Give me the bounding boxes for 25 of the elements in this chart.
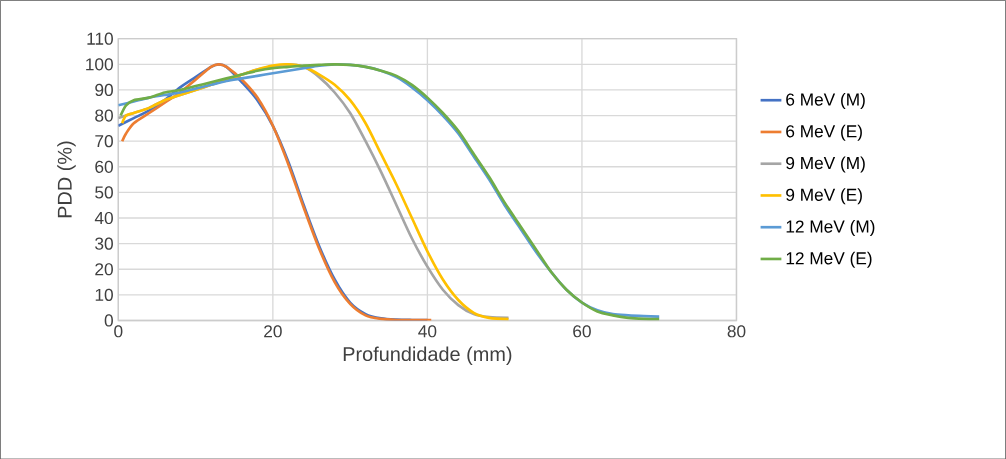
x-tick-label: 40 [418,324,437,338]
y-tick-label: 20 [95,262,113,276]
x-tick-label: 60 [573,324,591,338]
y-tick-label: 30 [95,237,113,250]
y-tick-label: 0 [104,314,113,327]
y-tick-label: 40 [94,211,113,224]
x-tick-label: 0 [114,324,123,338]
y-tick-label: 60 [95,160,113,173]
x-tick-label: 20 [264,324,282,338]
legend-label: 9 MeV (E) [786,188,862,205]
legend-label: 12 MeV (E) [786,251,872,268]
x-tick-label: 80 [727,324,746,338]
legend-label: 6 MeV (E) [786,124,862,141]
y-tick-label: 110 [87,32,113,45]
y-tick-label: 80 [95,109,113,122]
legend-label: 12 MeV (M) [786,219,875,236]
y-tick-label: 70 [95,134,113,148]
y-tick-label: 10 [95,288,113,301]
y-tick-label: 50 [95,186,113,199]
y-tick-label: 90 [95,83,113,96]
legend-label: 6 MeV (M) [786,92,865,109]
y-axis-title: PDD (%) [57,141,76,218]
legend-label: 9 MeV (M) [786,156,865,173]
x-axis-title: Profundidade (mm) [343,346,512,365]
y-tick-label: 100 [86,58,113,71]
